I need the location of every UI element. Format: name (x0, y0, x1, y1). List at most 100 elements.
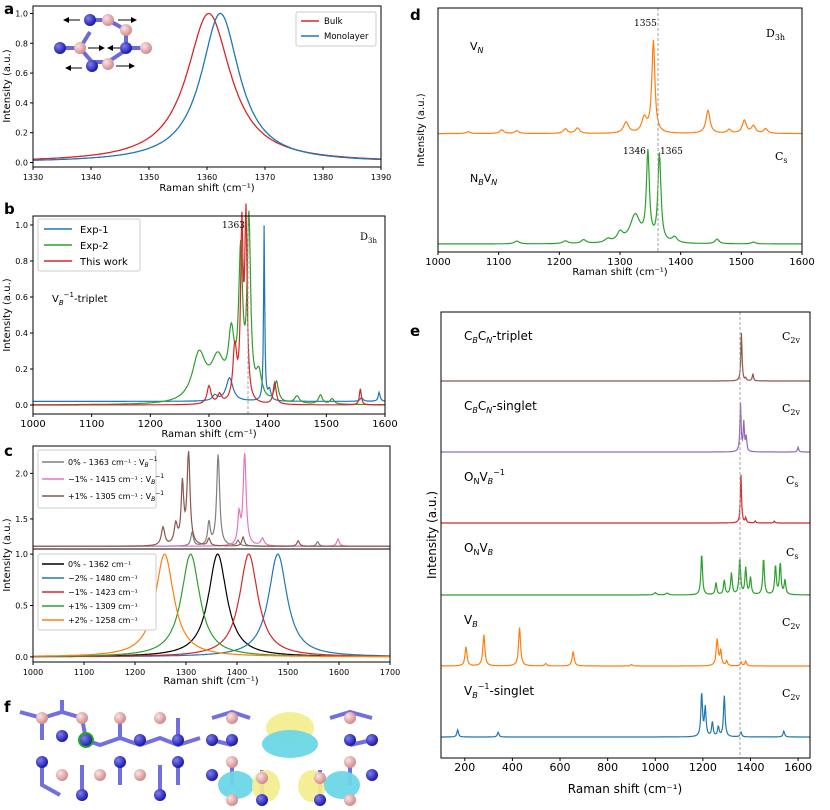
panel-d-x-tick-label-1500: 1500 (729, 257, 754, 268)
panel-b-x-tick-label-1000: 1000 (20, 419, 45, 430)
panel-e-xticks: 200 400 600 800 1000 1200 1400 1600 (454, 758, 812, 774)
legend-label-plus1pct-upper: +1% - 1305 cm⁻¹ : VB−1 (68, 490, 164, 503)
legend-label-minus1pct-upper: −1% - 1415 cm⁻¹ : VB−1 (68, 473, 164, 486)
panel-c-x-tick-label-1000: 1000 (23, 668, 43, 677)
panel-a-x-tick-label-1340: 1340 (81, 173, 101, 182)
panel-a-xlabel: Raman shift (cm⁻¹) (159, 183, 254, 194)
panel-e-x-tick-label-800: 800 (597, 761, 618, 774)
boron-atom (226, 756, 238, 768)
legend-label-0pct-upper: 0% - 1363 cm⁻¹ : VB−1 (68, 456, 158, 469)
panel-e-x-tick-label-1000: 1000 (641, 761, 669, 774)
panel-c-upper-legend: 0% - 1363 cm⁻¹ : VB−1 −1% - 1415 cm⁻¹ : … (37, 449, 164, 509)
panel-d-frame (437, 7, 803, 253)
panel-b-x-tick-label-1200: 1200 (138, 419, 163, 430)
panel-a-x-tick-label-1330: 1330 (23, 173, 43, 182)
panel-label-a: a (4, 0, 14, 18)
panel-a-x-tick-label-1360: 1360 (197, 173, 217, 182)
peak-label-1355: 1355 (634, 19, 657, 29)
boron-atom (102, 58, 114, 70)
panel-d-x-tick-label-1600: 1600 (789, 257, 814, 268)
boron-atom (74, 42, 86, 54)
series-o-nv-b (441, 555, 810, 596)
nitrogen-atom (172, 756, 184, 768)
panel-a-x-tick-label-1350: 1350 (139, 173, 159, 182)
panel-a-x-tick-label-1380: 1380 (313, 173, 333, 182)
panel-c-lower-legend: 0% - 1362 cm⁻¹ −2% - 1480 cm⁻¹ −1% - 142… (37, 553, 157, 631)
label-onvb: ONVB (464, 541, 493, 557)
nitrogen-atom (206, 734, 218, 746)
panel-b-y-tick-label-0.8: 0.8 (15, 257, 28, 266)
panel-e-frame (440, 311, 811, 759)
nitrogen-atom (206, 769, 218, 781)
panel-a-legend: Bulk Monolayer (295, 11, 377, 47)
nitrogen-atom (344, 734, 356, 746)
panel-b-x-tick-label-1600: 1600 (372, 419, 397, 430)
boron-atom (344, 794, 356, 806)
series-exp-1 (33, 225, 386, 402)
symmetry-cs-1: Cs (786, 474, 799, 489)
panel-label-d: d (410, 6, 421, 24)
boron-atom (140, 42, 152, 54)
symmetry-cs-2: Cs (786, 546, 799, 561)
symmetry-label: D3h (360, 232, 377, 245)
panel-c-x-tick-label-1600: 1600 (329, 668, 349, 677)
panel-label-f: f (4, 698, 11, 716)
nitrogen-atom (54, 42, 66, 54)
panel-b-y-tick-label-0.6: 0.6 (15, 293, 28, 302)
series-lower-2-1258-cm (33, 553, 390, 658)
legend-label-exp-1: Exp-1 (80, 225, 109, 236)
panel-d-x-tick-label-1100: 1100 (486, 257, 511, 268)
series-v-n (438, 39, 802, 135)
nitrogen-atom (56, 730, 68, 742)
panel-a-x-tick-label-1390: 1390 (371, 173, 391, 182)
boron-atom (56, 769, 68, 781)
nitrogen-atom (226, 734, 238, 746)
isosurface-cyan (262, 730, 318, 758)
isosurface-cyan (218, 771, 254, 799)
panel-b-xlabel: Raman shift (cm⁻¹) (161, 429, 256, 440)
boron-atom (134, 769, 146, 781)
panel-b-y-tick-label-0: 0.0 (15, 401, 28, 410)
nitrogen-atom (172, 734, 184, 746)
boron-atom (154, 712, 166, 724)
defect-label: VB−1-triplet (52, 291, 108, 307)
panel-d: 1000 1100 1200 1300 1400 1500 1600 Raman shift… (416, 7, 815, 278)
boron-atom (226, 794, 238, 806)
panel-c-xlabel: Raman shift (cm⁻¹) (163, 676, 258, 687)
panel-b: 1000 1100 1200 1300 1400 1500 1600 0.00.20.40.… (2, 203, 398, 440)
panel-a-x-tick-label-1370: 1370 (255, 173, 275, 182)
panel-a: 1330 1340 1350 1360 1370 1380 1390 0.00.20.40.… (2, 5, 391, 194)
panel-d-xlabel: Raman shift (cm⁻¹) (572, 267, 667, 278)
panel-b-xticks: 1000 1100 1200 1300 1400 1500 1600 (20, 414, 398, 430)
panel-c-upper-y-tick-label-2: 2.0 (15, 469, 28, 478)
panel-e-x-tick-label-200: 200 (454, 761, 475, 774)
series-this-work (33, 203, 385, 406)
panel-b-x-tick-label-1400: 1400 (255, 419, 280, 430)
panel-e: 200 400 600 800 1000 1200 1400 1600 Raman shift… (425, 311, 812, 796)
series-monolayer (32, 12, 382, 161)
label-vn: VN (470, 40, 484, 55)
structure-left (19, 700, 201, 797)
nitrogen-atom (366, 769, 378, 781)
symmetry-cs: Cs (775, 150, 788, 165)
panel-d-x-tick-label-1400: 1400 (668, 257, 693, 268)
peak-label-1346: 1346 (623, 147, 646, 157)
nitrogen-atom (114, 756, 126, 768)
series-o-nv-b (441, 474, 810, 524)
series-c-bc-n-triplet (441, 332, 810, 382)
panel-f (19, 700, 378, 806)
panel-b-y-tick-label-0.2: 0.2 (15, 365, 28, 374)
label-onvb-minus1: ONVB−1 (464, 468, 505, 486)
nitrogen-atom (78, 732, 94, 748)
panel-b-x-tick-label-1100: 1100 (79, 419, 104, 430)
legend-label-minus2pct: −2% - 1480 cm⁻¹ (68, 574, 138, 583)
symmetry-d3h: D3h (766, 27, 785, 42)
series-upper-1-1305-cm-v-b (33, 450, 390, 547)
legend-label-minus1pct: −1% - 1423 cm⁻¹ (68, 588, 138, 597)
panel-b-yticks: 0.0 0.2 0.4 0.6 0.8 1.0 (15, 221, 33, 410)
symmetry-c2v-1: C2v (782, 330, 801, 345)
panel-e-x-tick-label-1400: 1400 (736, 761, 764, 774)
boron-atom (76, 712, 88, 724)
label-cbcn-singlet: CBCN-singlet (464, 399, 537, 415)
